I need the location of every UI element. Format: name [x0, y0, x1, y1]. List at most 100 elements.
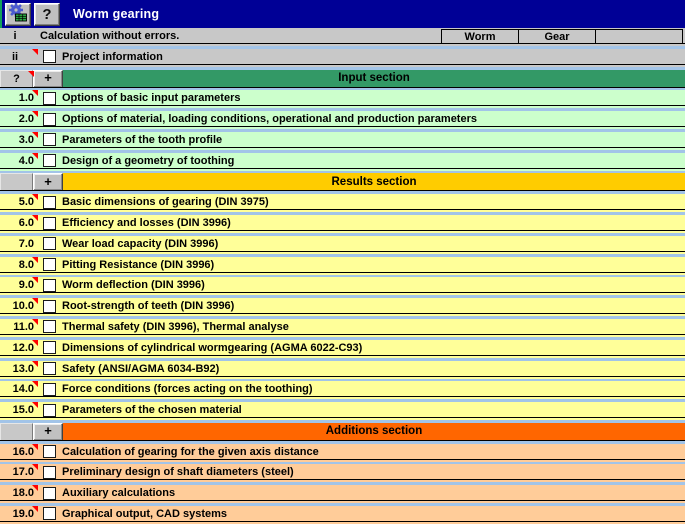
row-label: Basic dimensions of gearing (DIN 3975): [62, 196, 269, 209]
checkbox[interactable]: [43, 382, 56, 396]
checkbox[interactable]: [43, 133, 56, 147]
checkbox[interactable]: [43, 278, 56, 292]
note-indicator: [32, 443, 38, 450]
note-indicator: [32, 381, 38, 388]
note-indicator: [32, 131, 38, 138]
row-number: 13.0: [12, 362, 34, 375]
item-row[interactable]: 15.0 Parameters of the chosen material: [0, 402, 685, 421]
section-help-cell[interactable]: ?: [0, 69, 34, 88]
help-cell-label: ?: [13, 72, 20, 85]
row-label: Thermal safety (DIN 3996), Thermal analy…: [62, 320, 289, 333]
note-indicator: [32, 360, 38, 367]
checkbox[interactable]: [43, 91, 56, 105]
row-number: 7.0: [18, 237, 34, 250]
checkbox[interactable]: [43, 465, 56, 479]
checkbox[interactable]: [43, 445, 56, 459]
section-title-bar: Input section: [63, 69, 685, 88]
note-indicator: [32, 111, 38, 118]
item-row[interactable]: 19.0 Graphical output, CAD systems: [0, 505, 685, 524]
checkbox[interactable]: [43, 50, 56, 64]
row-label: Calculation without errors.: [40, 30, 180, 42]
item-row[interactable]: 2.0 Options of material, loading conditio…: [0, 111, 685, 130]
row-number: 12.0: [12, 341, 34, 354]
row-label: Safety (ANSI/AGMA 6034-B92): [62, 362, 220, 375]
row-label: Force conditions (forces acting on the t…: [62, 383, 313, 396]
item-row[interactable]: 6.0 Efficiency and losses (DIN 3996): [0, 215, 685, 234]
checkbox[interactable]: [43, 237, 56, 251]
checkbox[interactable]: [43, 258, 56, 272]
row-number: 17.0: [12, 466, 34, 479]
row-label: Parameters of the tooth profile: [62, 133, 223, 146]
row-number: 11.0: [13, 320, 34, 333]
item-row[interactable]: 3.0 Parameters of the tooth profile: [0, 131, 685, 150]
item-row[interactable]: 16.0 Calculation of gearing for the given…: [0, 443, 685, 462]
checkbox[interactable]: [43, 299, 56, 313]
app-button[interactable]: [5, 2, 31, 26]
item-row[interactable]: 5.0 Basic dimensions of gearing (DIN 3975…: [0, 194, 685, 213]
expand-button[interactable]: +: [33, 422, 63, 441]
row-number: 16.0: [12, 445, 34, 458]
item-row[interactable]: 11.0 Thermal safety (DIN 3996), Thermal a…: [0, 318, 685, 337]
section-spacer-cell: [0, 173, 33, 192]
row-label: Preliminary design of shaft diameters (s…: [62, 466, 294, 479]
checkbox[interactable]: [43, 154, 56, 168]
title-bar: ? Worm gearing: [0, 0, 685, 28]
row-number: 15.0: [12, 404, 34, 417]
checkbox[interactable]: [43, 341, 56, 355]
row-label: Graphical output, CAD systems: [62, 507, 228, 520]
worm-header-cell: Worm: [441, 29, 519, 44]
expand-button[interactable]: +: [33, 69, 63, 88]
row-label: Options of material, loading conditions,…: [62, 113, 477, 126]
item-row[interactable]: ii Project information: [0, 48, 685, 67]
section-title-bar: Results section: [63, 173, 685, 192]
row-label: Calculation of gearing for the given axi…: [62, 445, 319, 458]
status-row: i Calculation without errors. Worm Gear: [0, 28, 685, 46]
worksheet-rows: i Calculation without errors. Worm Gear ii Pr…: [0, 28, 685, 524]
checkbox[interactable]: [43, 320, 56, 334]
row-number: 5.0: [18, 196, 34, 209]
section-spacer-cell: [0, 422, 33, 441]
row-number: 9.0: [18, 279, 34, 292]
row-number: 6.0: [18, 217, 34, 230]
item-row[interactable]: 18.0 Auxiliary calculations: [0, 485, 685, 504]
item-row[interactable]: 17.0 Preliminary design of shaft diameter…: [0, 464, 685, 483]
row-label: Design of a geometry of toothing: [62, 154, 235, 167]
expand-button[interactable]: +: [33, 173, 63, 192]
row-number: 4.0: [18, 154, 34, 167]
help-button[interactable]: ?: [34, 2, 60, 26]
section-title: Results section: [331, 175, 417, 188]
row-number: 14.0: [12, 383, 34, 396]
item-row[interactable]: 12.0 Dimensions of cylindrical wormgearin…: [0, 339, 685, 358]
row-number: 10.0: [12, 300, 34, 313]
item-row[interactable]: 13.0 Safety (ANSI/AGMA 6034-B92): [0, 360, 685, 379]
note-indicator: [32, 194, 38, 201]
item-row[interactable]: 4.0 Design of a geometry of toothing: [0, 152, 685, 171]
item-row[interactable]: 9.0 Worm deflection (DIN 3996): [0, 277, 685, 296]
checkbox[interactable]: [43, 195, 56, 209]
item-row[interactable]: 14.0 Force conditions (forces acting on t…: [0, 381, 685, 400]
note-indicator: [32, 485, 38, 492]
note-indicator: [32, 277, 38, 284]
checkbox[interactable]: [43, 507, 56, 521]
checkbox[interactable]: [43, 362, 56, 375]
checkbox[interactable]: [43, 486, 56, 500]
checkbox[interactable]: [43, 112, 56, 126]
section-title-bar: Additions section: [63, 422, 685, 441]
checkbox[interactable]: [43, 216, 56, 230]
note-indicator: [28, 70, 34, 77]
row-number: i: [13, 30, 17, 42]
section-title: Input section: [338, 72, 410, 85]
item-row[interactable]: 1.0 Options of basic input parameters: [0, 90, 685, 109]
row-label: Options of basic input parameters: [62, 92, 241, 105]
note-indicator: [32, 464, 38, 471]
row-number: ii: [11, 50, 19, 63]
note-indicator: [32, 48, 38, 55]
row-label: Efficiency and losses (DIN 3996): [62, 217, 231, 230]
item-row[interactable]: 10.0 Root-strength of teeth (DIN 3996): [0, 298, 685, 317]
section-header-row: + Additions section: [0, 422, 685, 441]
question-mark-icon: ?: [42, 5, 52, 23]
item-row[interactable]: 7.0 Wear load capacity (DIN 3996): [0, 235, 685, 254]
row-number: 8.0: [18, 258, 34, 271]
checkbox[interactable]: [43, 403, 56, 417]
item-row[interactable]: 8.0 Pitting Resistance (DIN 3996): [0, 256, 685, 275]
